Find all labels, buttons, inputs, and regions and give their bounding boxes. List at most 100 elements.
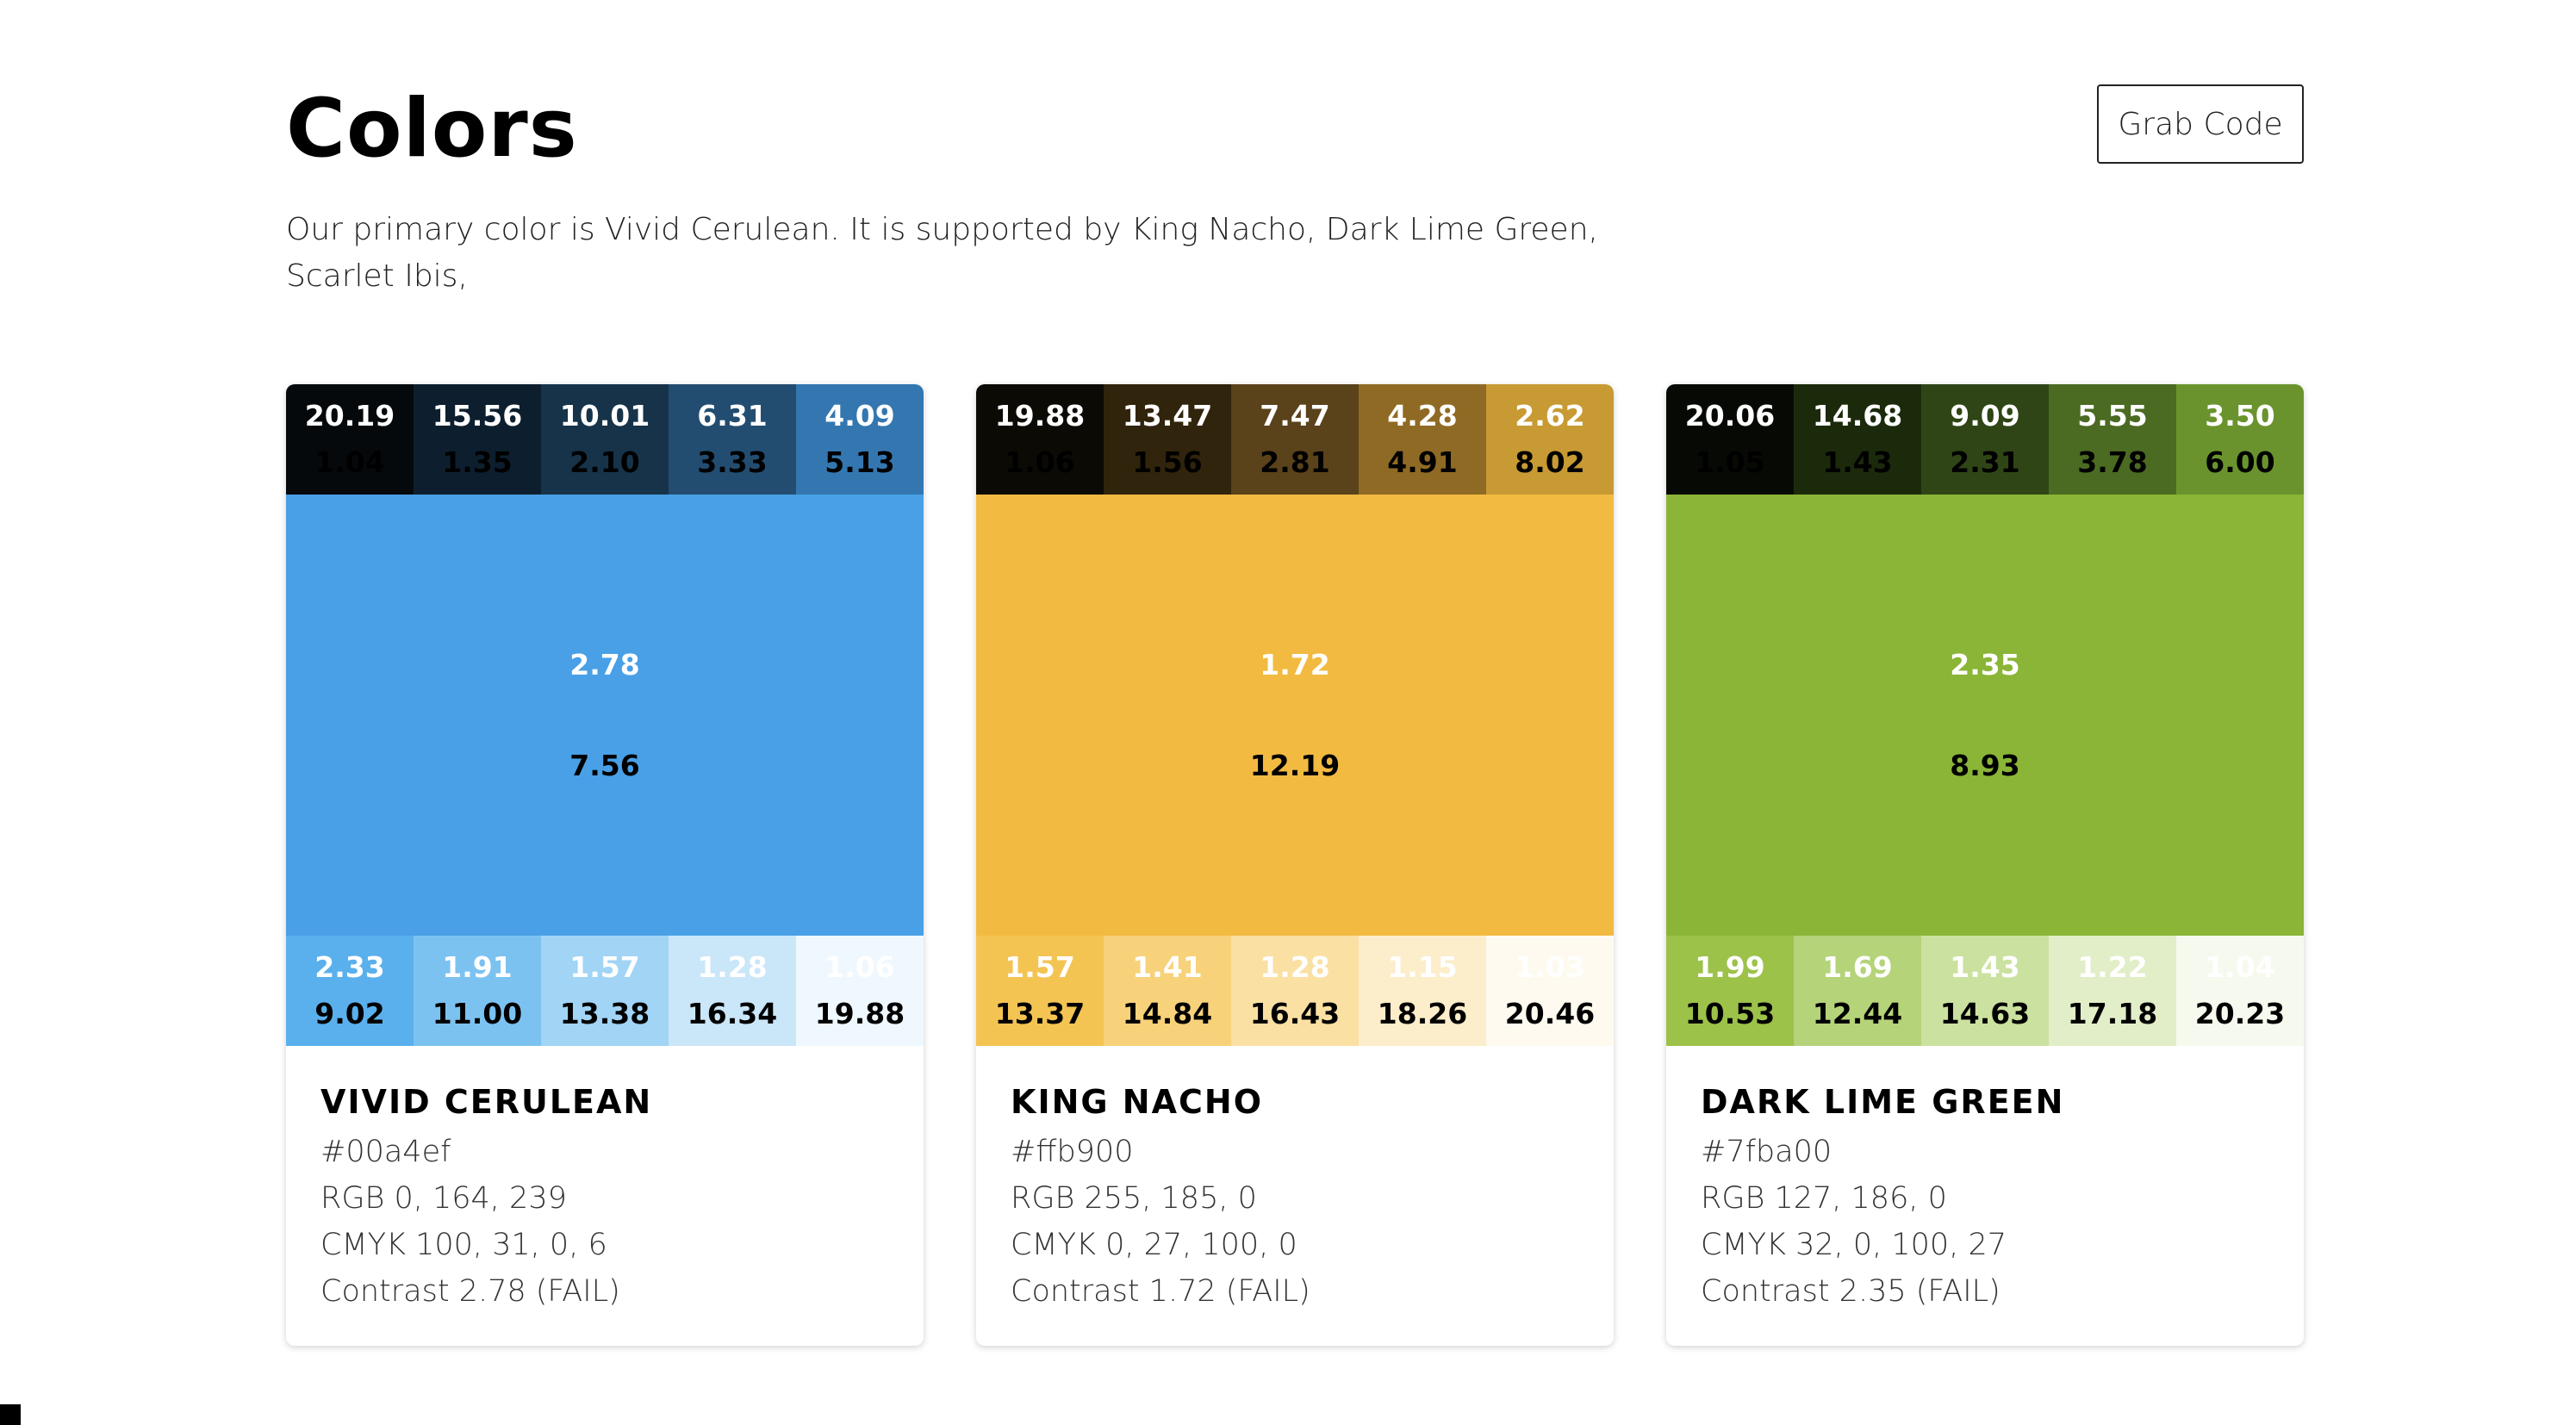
black-contrast-value: 14.63 <box>1939 997 2031 1030</box>
shade-swatch[interactable]: 4.09 5.13 <box>796 384 924 495</box>
shade-swatch[interactable]: 4.28 4.91 <box>1359 384 1486 495</box>
white-contrast-value: 1.03 <box>1515 950 1585 984</box>
shade-swatch[interactable]: 15.56 1.35 <box>414 384 541 495</box>
black-contrast-value: 8.02 <box>1515 445 1585 479</box>
black-contrast-value: 13.38 <box>559 997 650 1030</box>
shade-swatch[interactable]: 1.28 16.34 <box>669 936 796 1046</box>
black-contrast-value: 17.18 <box>2067 997 2158 1030</box>
main-swatch[interactable]: 2.35 8.93 <box>1666 495 2304 936</box>
shade-swatch[interactable]: 10.01 2.10 <box>541 384 669 495</box>
page-description: Our primary color is Vivid Cerulean. It … <box>286 212 1598 294</box>
shade-swatch[interactable]: 1.03 20.46 <box>1486 936 1614 1046</box>
color-rgb: RGB 255, 185, 0 <box>1011 1181 1257 1216</box>
shade-swatch[interactable]: 2.62 8.02 <box>1486 384 1614 495</box>
black-contrast-value: 1.04 <box>314 445 385 479</box>
color-name: KING NACHO <box>1011 1083 1264 1121</box>
color-card: 20.06 1.05 14.68 1.43 9.09 2.31 5.55 3.78 3.50 6.… <box>1666 384 2304 1346</box>
dark-shades-row: 20.06 1.05 14.68 1.43 9.09 2.31 5.55 3.78 3.50 6.… <box>1666 384 2304 495</box>
white-contrast-value: 1.28 <box>1260 950 1330 984</box>
white-contrast-value: 2.62 <box>1515 399 1585 432</box>
white-contrast-value: 4.28 <box>1387 399 1458 432</box>
color-cmyk: CMYK 0, 27, 100, 0 <box>1011 1228 1297 1262</box>
white-contrast-value: 2.35 <box>1950 648 2020 681</box>
black-contrast-value: 1.06 <box>1005 445 1075 479</box>
white-contrast-value: 20.19 <box>304 399 395 432</box>
shade-swatch[interactable]: 1.41 14.84 <box>1104 936 1231 1046</box>
grab-code-button[interactable]: Grab Code <box>2097 84 2304 164</box>
shade-swatch[interactable]: 9.09 2.31 <box>1921 384 2049 495</box>
black-contrast-value: 19.88 <box>814 997 905 1030</box>
black-contrast-value: 1.56 <box>1132 445 1203 479</box>
white-contrast-value: 1.99 <box>1695 950 1765 984</box>
color-cmyk: CMYK 32, 0, 100, 27 <box>1701 1228 2007 1262</box>
shade-swatch[interactable]: 2.33 9.02 <box>286 936 414 1046</box>
black-contrast-value: 7.56 <box>569 749 640 782</box>
shade-swatch[interactable]: 7.47 2.81 <box>1231 384 1359 495</box>
white-contrast-value: 4.09 <box>824 399 895 432</box>
black-contrast-value: 2.10 <box>569 445 640 479</box>
black-contrast-value: 11.00 <box>432 997 523 1030</box>
shade-swatch[interactable]: 1.43 14.63 <box>1921 936 2049 1046</box>
white-contrast-value: 19.88 <box>994 399 1086 432</box>
color-info: DARK LIME GREEN #7fba00 RGB 127, 186, 0 … <box>1666 1046 2304 1315</box>
shade-swatch[interactable]: 1.99 10.53 <box>1666 936 1794 1046</box>
white-contrast-value: 1.22 <box>2077 950 2148 984</box>
white-contrast-value: 1.72 <box>1260 648 1330 681</box>
shade-swatch[interactable]: 1.57 13.38 <box>541 936 669 1046</box>
color-hex: #ffb900 <box>1011 1135 1134 1169</box>
shade-swatch[interactable]: 14.68 1.43 <box>1794 384 1921 495</box>
color-contrast: Contrast 2.35 (FAIL) <box>1701 1274 2000 1309</box>
shade-swatch[interactable]: 1.04 20.23 <box>2176 936 2304 1046</box>
black-contrast-value: 20.46 <box>1504 997 1596 1030</box>
black-contrast-value: 16.34 <box>687 997 778 1030</box>
shade-swatch[interactable]: 1.22 17.18 <box>2049 936 2176 1046</box>
shade-swatch[interactable]: 1.69 12.44 <box>1794 936 1921 1046</box>
white-contrast-value: 20.06 <box>1684 399 1776 432</box>
light-shades-row: 1.99 10.53 1.69 12.44 1.43 14.63 1.22 17.18 1.04… <box>1666 936 2304 1046</box>
shade-swatch[interactable]: 19.88 1.06 <box>976 384 1104 495</box>
color-card: 19.88 1.06 13.47 1.56 7.47 2.81 4.28 4.91 2.62 8.… <box>976 384 1614 1346</box>
color-hex: #00a4ef <box>320 1135 451 1169</box>
shade-swatch[interactable]: 20.06 1.05 <box>1666 384 1794 495</box>
color-name: VIVID CERULEAN <box>320 1083 653 1121</box>
shade-swatch[interactable]: 5.55 3.78 <box>2049 384 2176 495</box>
page-title: Colors <box>286 82 578 176</box>
black-contrast-value: 2.81 <box>1260 445 1330 479</box>
shade-swatch[interactable]: 20.19 1.04 <box>286 384 414 495</box>
main-swatch[interactable]: 1.72 12.19 <box>976 495 1614 936</box>
color-cards: 20.19 1.04 15.56 1.35 10.01 2.10 6.31 3.33 4.09 5… <box>286 384 2304 1346</box>
shade-swatch[interactable]: 3.50 6.00 <box>2176 384 2304 495</box>
white-contrast-value: 1.43 <box>1950 950 2020 984</box>
black-contrast-value: 2.31 <box>1950 445 2020 479</box>
color-cmyk: CMYK 100, 31, 0, 6 <box>320 1228 607 1262</box>
color-info: KING NACHO #ffb900 RGB 255, 185, 0 CMYK … <box>976 1046 1614 1315</box>
shade-swatch[interactable]: 6.31 3.33 <box>669 384 796 495</box>
shade-swatch[interactable]: 1.57 13.37 <box>976 936 1104 1046</box>
color-rgb: RGB 0, 164, 239 <box>320 1181 567 1216</box>
black-contrast-value: 4.91 <box>1387 445 1458 479</box>
black-contrast-value: 20.23 <box>2194 997 2286 1030</box>
window-corner <box>0 1404 21 1425</box>
main-swatch[interactable]: 2.78 7.56 <box>286 495 924 936</box>
white-contrast-value: 1.04 <box>2205 950 2275 984</box>
white-contrast-value: 2.78 <box>569 648 640 681</box>
black-contrast-value: 8.93 <box>1950 749 2020 782</box>
shade-swatch[interactable]: 1.06 19.88 <box>796 936 924 1046</box>
white-contrast-value: 7.47 <box>1260 399 1330 432</box>
shade-swatch[interactable]: 1.15 18.26 <box>1359 936 1486 1046</box>
shade-swatch[interactable]: 1.91 11.00 <box>414 936 541 1046</box>
color-contrast: Contrast 2.78 (FAIL) <box>320 1274 620 1309</box>
white-contrast-value: 1.91 <box>442 950 513 984</box>
dark-shades-row: 20.19 1.04 15.56 1.35 10.01 2.10 6.31 3.33 4.09 5… <box>286 384 924 495</box>
white-contrast-value: 1.57 <box>1005 950 1075 984</box>
dark-shades-row: 19.88 1.06 13.47 1.56 7.47 2.81 4.28 4.91 2.62 8.… <box>976 384 1614 495</box>
white-contrast-value: 13.47 <box>1122 399 1213 432</box>
color-hex: #7fba00 <box>1701 1135 1832 1169</box>
shade-swatch[interactable]: 1.28 16.43 <box>1231 936 1359 1046</box>
black-contrast-value: 1.35 <box>442 445 513 479</box>
shade-swatch[interactable]: 13.47 1.56 <box>1104 384 1231 495</box>
header: Colors Grab Code <box>286 69 2304 190</box>
white-contrast-value: 6.31 <box>697 399 768 432</box>
black-contrast-value: 9.02 <box>314 997 385 1030</box>
